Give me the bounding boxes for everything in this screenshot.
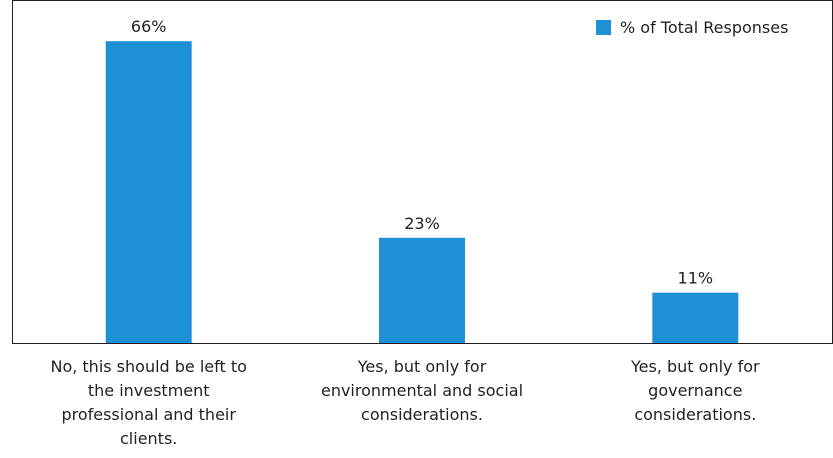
category-label-line: Yes, but only for: [357, 357, 487, 376]
value-labels: 66% 23% 11%: [131, 17, 713, 288]
legend-swatch: [596, 20, 611, 35]
bar-1: [105, 41, 192, 343]
category-label-3: Yes, but only for governance consideration…: [630, 357, 760, 424]
value-label-1: 66%: [131, 17, 167, 36]
category-label-line: considerations.: [361, 405, 483, 424]
category-label-line: clients.: [120, 429, 177, 448]
value-label-3: 11%: [678, 269, 714, 288]
category-label-line: governance: [648, 381, 742, 400]
category-label-2: Yes, but only for environmental and socia…: [321, 357, 523, 424]
legend-label: % of Total Responses: [620, 18, 788, 37]
category-labels: No, this should be left to the investment…: [50, 357, 760, 448]
category-label-1: No, this should be left to the investment…: [50, 357, 246, 448]
category-label-line: Yes, but only for: [630, 357, 760, 376]
value-label-2: 23%: [404, 214, 440, 233]
category-label-line: No, this should be left to: [50, 357, 246, 376]
bar-3: [652, 292, 739, 343]
bar-2: [379, 237, 465, 343]
category-label-line: considerations.: [634, 405, 756, 424]
legend: % of Total Responses: [596, 18, 788, 37]
category-label-line: professional and their: [61, 405, 236, 424]
category-label-line: the investment: [88, 381, 210, 400]
bars: [105, 41, 739, 343]
category-label-line: environmental and social: [321, 381, 523, 400]
